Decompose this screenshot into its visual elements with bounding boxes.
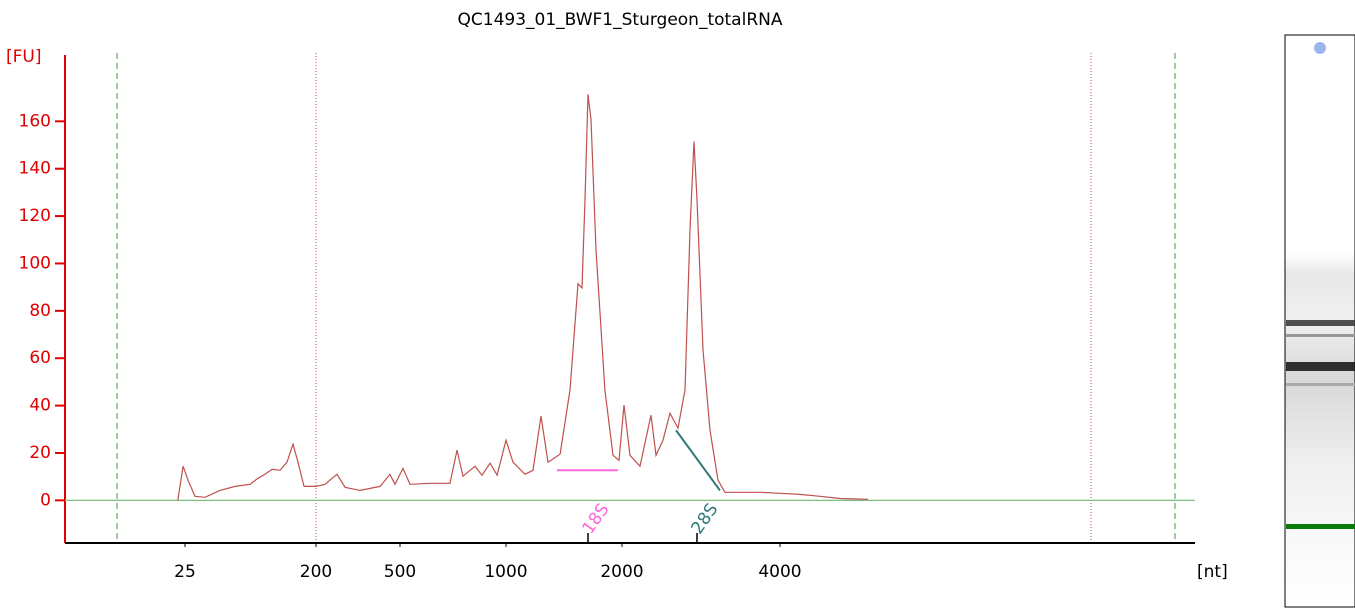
y-tick-label: 0 [40, 490, 51, 510]
y-tick-label: 40 [29, 396, 51, 416]
x-tick-label: 2000 [600, 562, 643, 582]
y-tick-label: 120 [19, 206, 51, 226]
y-tick-label: 140 [19, 159, 51, 179]
peak-label: 18S [579, 500, 614, 538]
x-axis-title: [nt] [1197, 562, 1228, 582]
trace [177, 94, 869, 501]
x-tick-label: 1000 [484, 562, 527, 582]
x-tick-label: 500 [384, 562, 416, 582]
gel-band [1286, 320, 1355, 326]
gel-band [1286, 362, 1355, 371]
x-tick-label: 25 [174, 562, 196, 582]
y-tick-label: 100 [19, 253, 51, 273]
gel-band [1286, 383, 1355, 386]
marker-lines [116, 53, 1176, 543]
y-tick-label: 20 [29, 443, 51, 463]
gel-band [1286, 334, 1355, 337]
chart-title: QC1493_01_BWF1_Sturgeon_totalRNA [458, 10, 783, 30]
y-axis-title: [FU] [6, 47, 42, 67]
peak-baseline [675, 429, 721, 491]
x-tick-label: 200 [300, 562, 332, 582]
x-tick-label: 4000 [758, 562, 801, 582]
peak-label: 28S [687, 500, 722, 538]
gel-marker-band [1286, 524, 1355, 529]
gel-marker-dot [1314, 42, 1326, 54]
gel-lane [1284, 34, 1355, 608]
y-tick-label: 60 [29, 348, 51, 368]
y-tick-label: 80 [29, 301, 51, 321]
y-tick-label: 160 [19, 111, 51, 131]
